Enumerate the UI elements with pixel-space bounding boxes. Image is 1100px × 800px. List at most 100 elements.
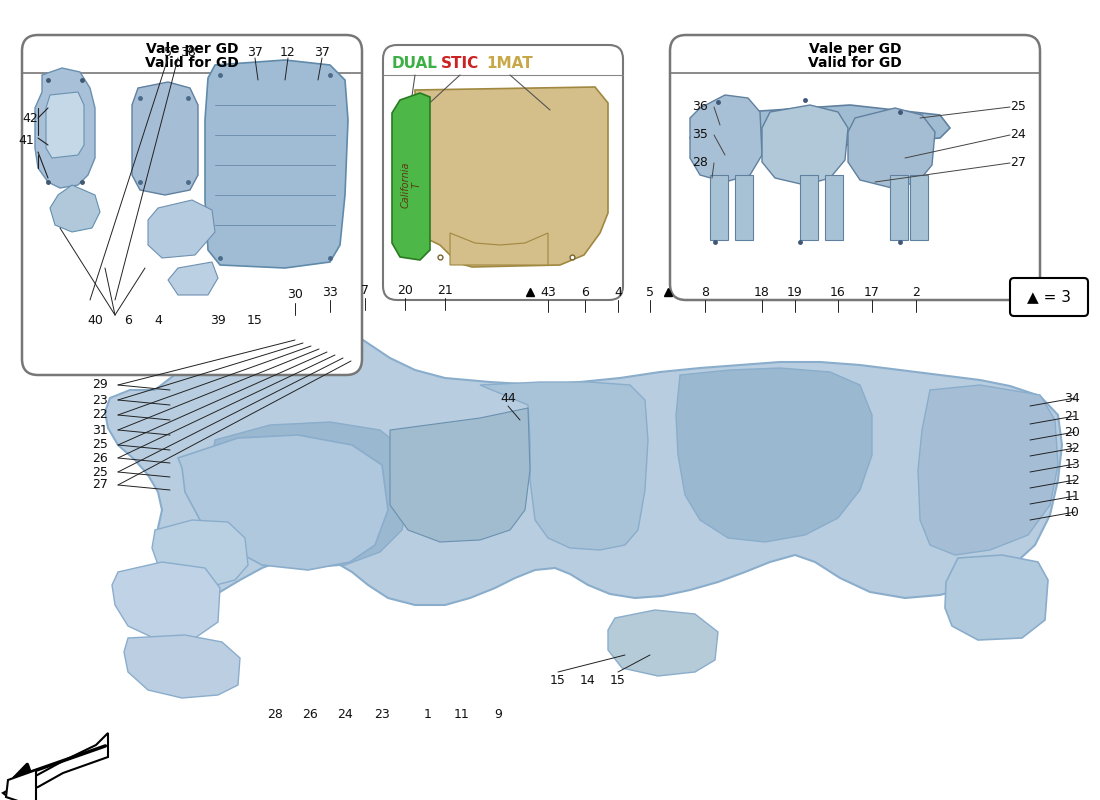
Text: 6: 6 — [581, 286, 589, 298]
Polygon shape — [690, 105, 950, 150]
Text: 29: 29 — [92, 378, 108, 391]
Text: 12: 12 — [1065, 474, 1080, 486]
Polygon shape — [762, 105, 848, 185]
Text: 21: 21 — [1065, 410, 1080, 422]
Text: Vale per GD: Vale per GD — [808, 42, 901, 56]
Text: 10: 10 — [1064, 506, 1080, 518]
Polygon shape — [735, 175, 754, 240]
Text: 34: 34 — [1065, 391, 1080, 405]
Text: 35: 35 — [692, 129, 708, 142]
Text: 24: 24 — [337, 709, 353, 722]
Text: 40: 40 — [87, 314, 103, 326]
Text: 33: 33 — [322, 286, 338, 298]
Text: Valid for GD: Valid for GD — [808, 56, 902, 70]
Polygon shape — [6, 770, 36, 800]
Polygon shape — [415, 87, 608, 267]
Text: 25: 25 — [92, 466, 108, 478]
Text: 12: 12 — [280, 46, 296, 58]
FancyBboxPatch shape — [1010, 278, 1088, 316]
Polygon shape — [205, 60, 348, 268]
Text: 24: 24 — [1010, 129, 1026, 142]
Text: ▲ = 3: ▲ = 3 — [1027, 290, 1071, 305]
Polygon shape — [390, 408, 530, 542]
Text: 9: 9 — [494, 709, 502, 722]
Polygon shape — [104, 330, 1062, 605]
Text: 5: 5 — [164, 46, 172, 58]
Polygon shape — [825, 175, 843, 240]
Text: 38: 38 — [180, 46, 196, 58]
Text: 1MAT: 1MAT — [486, 55, 534, 70]
Polygon shape — [480, 382, 648, 550]
Polygon shape — [152, 520, 248, 588]
Polygon shape — [46, 92, 84, 158]
Text: STIC: STIC — [441, 55, 480, 70]
Text: 42: 42 — [22, 111, 37, 125]
Text: 18: 18 — [755, 286, 770, 298]
FancyBboxPatch shape — [22, 35, 362, 375]
Polygon shape — [124, 635, 240, 698]
Text: 32: 32 — [1065, 442, 1080, 454]
Text: 16: 16 — [830, 286, 846, 298]
Polygon shape — [168, 262, 218, 295]
Polygon shape — [392, 93, 430, 260]
Text: 23: 23 — [374, 709, 389, 722]
Text: 13: 13 — [1065, 458, 1080, 470]
Text: 36: 36 — [692, 101, 708, 114]
Text: Vale per GD: Vale per GD — [145, 42, 239, 56]
FancyBboxPatch shape — [670, 35, 1040, 300]
Text: 31: 31 — [92, 423, 108, 437]
Text: 8: 8 — [701, 286, 710, 298]
Polygon shape — [148, 200, 214, 258]
Polygon shape — [50, 185, 100, 232]
Text: 39: 39 — [210, 314, 225, 326]
Text: 17: 17 — [865, 286, 880, 298]
Text: 22: 22 — [92, 409, 108, 422]
Text: DUAL: DUAL — [392, 55, 438, 70]
Text: 20: 20 — [1064, 426, 1080, 438]
Polygon shape — [35, 68, 95, 188]
Text: 26: 26 — [302, 709, 318, 722]
Text: Alferparts1985: Alferparts1985 — [260, 364, 400, 436]
Polygon shape — [450, 233, 548, 265]
Text: 4: 4 — [614, 286, 622, 298]
Text: 15: 15 — [550, 674, 565, 686]
Polygon shape — [3, 733, 108, 797]
Polygon shape — [910, 175, 928, 240]
Text: 19: 19 — [788, 286, 803, 298]
Text: 43: 43 — [540, 286, 556, 298]
Polygon shape — [676, 368, 872, 542]
Text: 28: 28 — [692, 157, 708, 170]
Polygon shape — [710, 175, 728, 240]
Text: 7: 7 — [361, 283, 368, 297]
Text: California
T: California T — [400, 162, 421, 208]
Text: 23: 23 — [92, 394, 108, 406]
Text: 4: 4 — [154, 314, 162, 326]
Text: 37: 37 — [248, 46, 263, 58]
Text: 27: 27 — [1010, 157, 1026, 170]
Polygon shape — [178, 435, 388, 570]
Polygon shape — [608, 610, 718, 676]
Text: 26: 26 — [92, 451, 108, 465]
Text: Alferparts1985: Alferparts1985 — [889, 514, 1031, 586]
Text: 20: 20 — [397, 283, 412, 297]
Polygon shape — [800, 175, 818, 240]
Text: Alferparts1985: Alferparts1985 — [679, 464, 821, 536]
Polygon shape — [890, 175, 908, 240]
Text: 25: 25 — [92, 438, 108, 451]
Text: 15: 15 — [610, 674, 626, 686]
Polygon shape — [690, 95, 762, 182]
Polygon shape — [112, 562, 220, 640]
FancyBboxPatch shape — [383, 45, 623, 300]
Text: 2: 2 — [912, 286, 920, 298]
Text: 28: 28 — [267, 709, 283, 722]
Text: 21: 21 — [437, 283, 453, 297]
Text: Alferparts1985: Alferparts1985 — [50, 314, 191, 386]
Polygon shape — [132, 82, 198, 195]
Text: Valid for GD: Valid for GD — [145, 56, 239, 70]
Polygon shape — [918, 385, 1058, 555]
Text: 44: 44 — [500, 391, 516, 405]
Text: Alferparts1985: Alferparts1985 — [469, 414, 610, 486]
Text: 11: 11 — [454, 709, 470, 722]
Text: 37: 37 — [315, 46, 330, 58]
Text: 1: 1 — [425, 709, 432, 722]
